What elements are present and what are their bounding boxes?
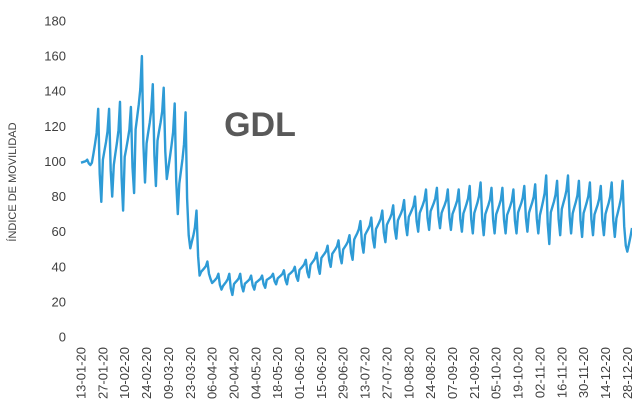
x-tick-label: 21-09-20 (467, 347, 482, 399)
x-tick-label: 18-05-20 (270, 347, 285, 399)
x-tick-label: 15-06-20 (314, 347, 329, 399)
x-tick-label: 01-06-20 (292, 347, 307, 399)
x-tick-label: 27-01-20 (95, 347, 110, 399)
x-tick-label: 16-11-20 (554, 347, 569, 398)
y-tick-label: 60 (52, 224, 66, 239)
x-tick-label: 30-11-20 (576, 347, 591, 398)
y-tick-label: 0 (59, 330, 66, 345)
y-tick-label: 40 (52, 259, 66, 274)
x-tick-label: 06-04-20 (205, 347, 220, 399)
y-tick-label: 120 (44, 119, 66, 134)
y-tick-label: 180 (44, 14, 66, 29)
x-tick-label: 20-04-20 (226, 347, 241, 399)
y-tick-label: 160 (44, 49, 66, 64)
x-tick-label: 28-12-20 (620, 347, 632, 399)
x-tick-label: 09-03-20 (161, 347, 176, 399)
x-axis: 13-01-20 27-01-20 10-02-20 24-02-20 09-03-20… (74, 347, 632, 399)
x-tick-label: 19-10-20 (511, 347, 526, 399)
y-tick-label: 140 (44, 84, 66, 99)
x-tick-label: 10-08-20 (401, 347, 416, 399)
x-tick-label: 13-01-20 (74, 347, 89, 399)
x-tick-label: 04-05-20 (248, 347, 263, 399)
x-tick-label: 10-02-20 (117, 347, 132, 399)
x-tick-label: 07-09-20 (445, 347, 460, 399)
x-tick-label: 29-06-20 (336, 347, 351, 399)
y-tick-label: 80 (52, 189, 66, 204)
x-tick-label: 13-07-20 (358, 347, 373, 399)
chart-title: GDL (224, 106, 296, 144)
x-tick-label: 24-02-20 (139, 347, 154, 399)
y-axis: 0 20 40 60 80 100 120 140 160 180 (44, 14, 66, 345)
x-tick-label: 02-11-20 (532, 347, 547, 398)
x-tick-label: 24-08-20 (423, 347, 438, 399)
x-tick-label: 05-10-20 (489, 347, 504, 399)
series-line (80, 54, 632, 297)
y-axis-label: ÍNDICE DE MOVILIDAD (6, 122, 19, 241)
x-tick-label: 14-12-20 (598, 347, 613, 399)
y-tick-label: 100 (44, 154, 66, 169)
x-tick-label: 23-03-20 (183, 347, 198, 399)
x-tick-label: 27-07-20 (379, 347, 394, 399)
y-tick-label: 20 (52, 294, 66, 309)
